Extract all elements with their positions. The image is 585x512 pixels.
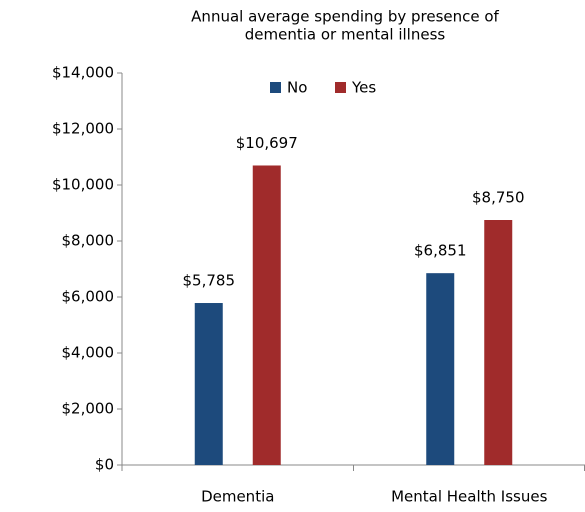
bar — [484, 220, 513, 465]
legend-label: Yes — [351, 79, 376, 97]
y-tick-label: $14,000 — [52, 64, 114, 82]
value-label: $5,785 — [183, 272, 236, 290]
value-label: $10,697 — [236, 134, 298, 152]
bar — [194, 303, 223, 465]
legend-swatch — [270, 82, 281, 93]
y-tick-label: $2,000 — [62, 400, 115, 418]
chart-title: Annual average spending by presence of — [191, 8, 499, 26]
y-tick-label: $8,000 — [62, 232, 115, 250]
x-tick-label: Mental Health Issues — [391, 488, 547, 506]
bar — [252, 165, 281, 465]
y-tick-label: $12,000 — [52, 120, 114, 138]
legend-swatch — [335, 82, 346, 93]
value-label: $6,851 — [414, 242, 467, 260]
value-label: $8,750 — [472, 189, 525, 207]
y-tick-label: $6,000 — [62, 288, 115, 306]
legend-label: No — [287, 79, 307, 97]
y-tick-label: $4,000 — [62, 344, 115, 362]
bar — [426, 273, 455, 465]
chart-title: dementia or mental illness — [245, 26, 446, 44]
x-tick-label: Dementia — [201, 488, 274, 506]
y-tick-label: $0 — [95, 456, 114, 474]
y-tick-label: $10,000 — [52, 176, 114, 194]
